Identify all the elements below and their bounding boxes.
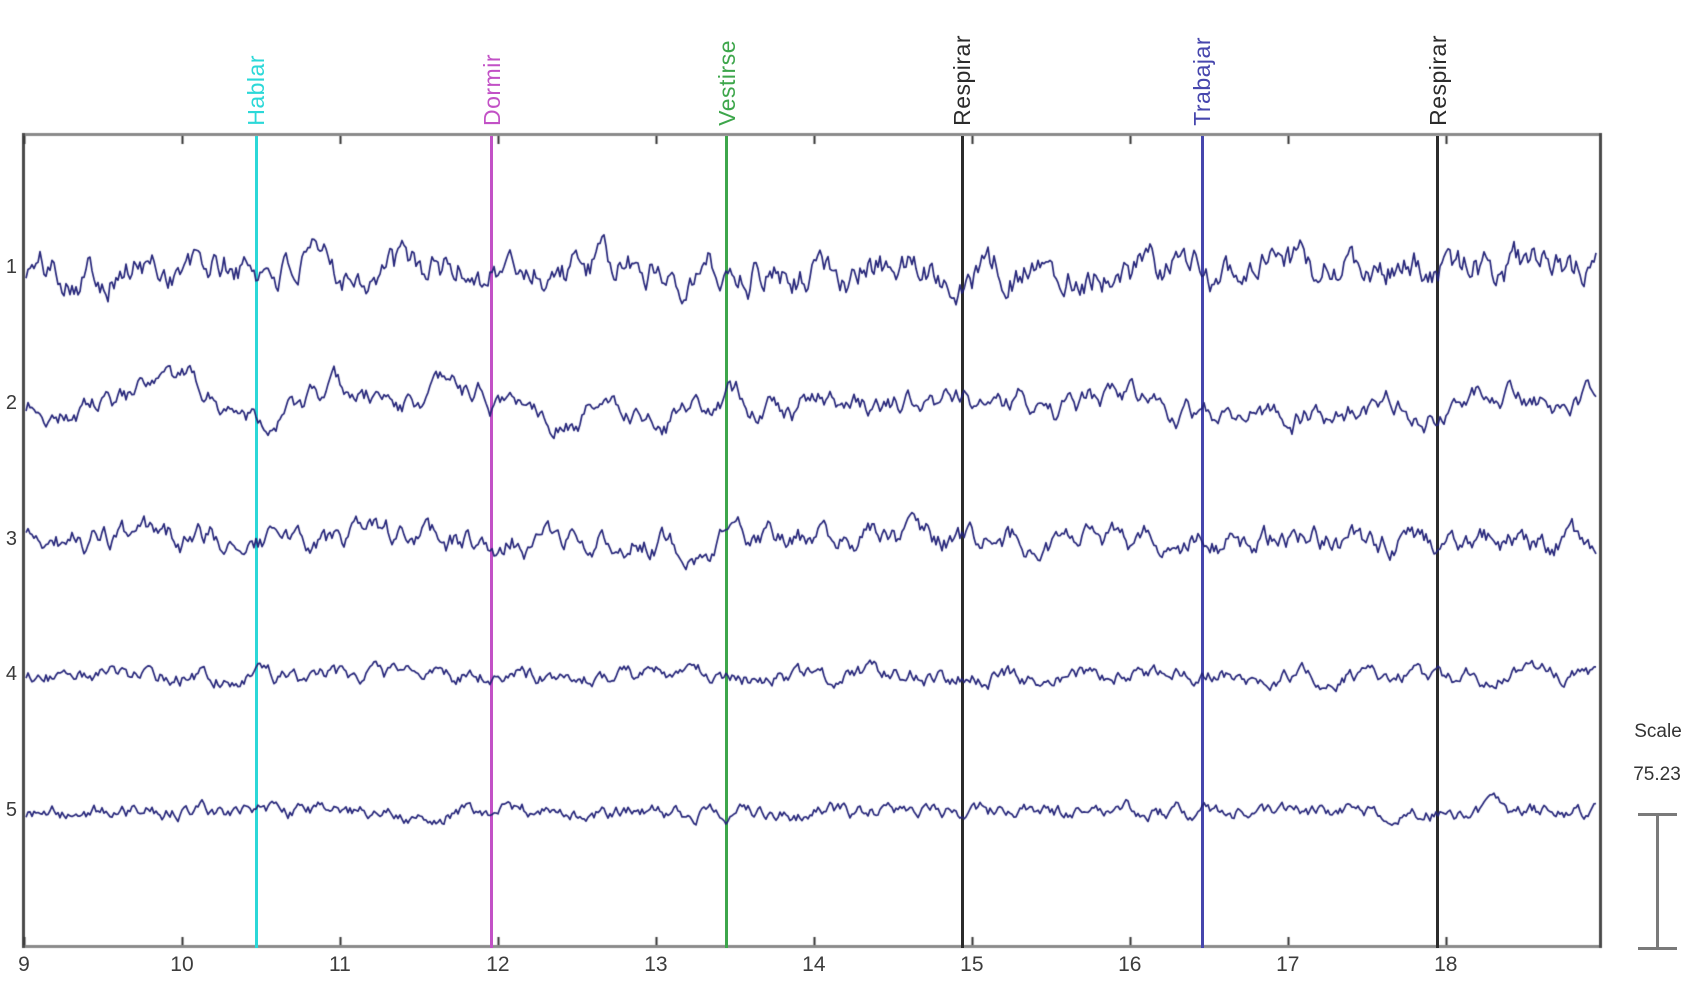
scale-bar-top-cap — [1638, 813, 1677, 816]
x-tick-label-12: 12 — [486, 953, 510, 976]
x-tick-label-16: 16 — [1118, 953, 1142, 976]
x-tick-label-14: 14 — [802, 953, 826, 976]
event-label-dormir: Dormir — [478, 54, 505, 126]
x-tick-label-11: 11 — [329, 953, 351, 976]
channel-label-1: 1 — [5, 255, 17, 278]
channel-label-2: 2 — [5, 391, 17, 414]
channel-label-3: 3 — [5, 527, 17, 550]
scale-value: 75.23 — [1633, 764, 1681, 785]
channel-label-5: 5 — [5, 799, 17, 822]
scale-title: Scale — [1634, 721, 1682, 742]
x-tick-label-9: 9 — [18, 953, 30, 976]
x-tick-label-15: 15 — [960, 953, 984, 976]
event-label-hablar: Hablar — [243, 55, 270, 126]
scale-bar — [1656, 813, 1659, 950]
x-tick-label-13: 13 — [644, 953, 668, 976]
scale-bar-bottom-cap — [1638, 947, 1677, 950]
event-label-respirar: Respirar — [949, 35, 976, 126]
event-label-vestirse: Vestirse — [713, 40, 740, 126]
event-label-trabajar: Trabajar — [1189, 37, 1216, 126]
x-tick-label-17: 17 — [1276, 953, 1300, 976]
x-tick-label-18: 18 — [1434, 953, 1458, 976]
channel-label-4: 4 — [5, 663, 17, 686]
x-tick-label-10: 10 — [170, 953, 194, 976]
event-label-respirar: Respirar — [1424, 35, 1451, 126]
